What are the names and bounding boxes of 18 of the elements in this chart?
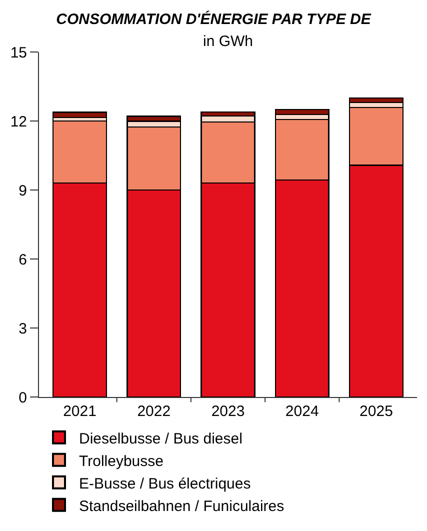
chart-subtitle: in GWh	[203, 33, 254, 50]
legend-label: Standseilbahnen / Funiculaires	[79, 498, 284, 515]
legend-label: E-Busse / Bus électriques	[79, 475, 251, 492]
y-tick-label: 6	[18, 251, 27, 268]
y-tick-label: 9	[18, 182, 27, 200]
legend-label: Dieselbusse / Bus diesel	[79, 430, 242, 448]
x-tick-label: 2021	[63, 403, 96, 420]
y-tick-label: 15	[10, 44, 27, 62]
legend-label: Trolleybusse	[79, 452, 164, 470]
x-tick-label: 2024	[285, 403, 319, 420]
y-tick-label: 0	[18, 389, 27, 406]
y-tick-label: 12	[10, 113, 27, 130]
x-tick-label: 2023	[211, 403, 245, 420]
bar	[52, 112, 108, 118]
x-tick-label: 2025	[360, 403, 393, 420]
chart-title: CONSOMMATION D'ÉNERGIE PAR TYPE DE	[56, 10, 372, 28]
y-tick-label: 3	[18, 320, 27, 338]
x-tick-label: 2022	[137, 403, 171, 420]
